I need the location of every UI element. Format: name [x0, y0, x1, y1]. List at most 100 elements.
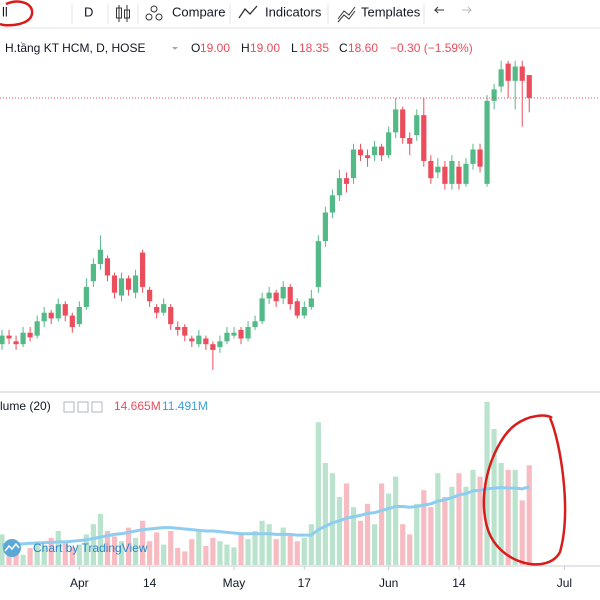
candle-body: [273, 292, 279, 302]
change-value: −0.30 (−1.59%): [390, 41, 473, 55]
volume-bar: [161, 544, 167, 565]
candle-body: [526, 75, 532, 98]
volume-bar: [505, 469, 511, 565]
candle-body: [154, 306, 160, 313]
candle-body: [315, 241, 321, 287]
volume-bar: [259, 520, 265, 565]
candle-body: [449, 160, 455, 184]
volume-bar: [210, 537, 216, 565]
candle-body: [435, 166, 441, 173]
candle-body: [118, 278, 125, 296]
candle-body: [294, 301, 300, 316]
volume-bar: [83, 534, 89, 565]
candle-body: [161, 304, 167, 313]
candle-body: [252, 321, 258, 328]
candle-body: [343, 178, 350, 184]
toolbar: [0, 0, 600, 28]
compare-button[interactable]: Compare: [172, 4, 225, 19]
indicators-icon: [238, 5, 258, 19]
x-tick-label: Jun: [379, 576, 398, 590]
volume-bar: [69, 547, 75, 565]
candle-body: [62, 304, 68, 316]
watermark-text: Chart by TradingView: [33, 541, 148, 555]
volume-bar: [34, 541, 40, 565]
volume-ma-legend-value: 11.491M: [162, 399, 208, 413]
volume-bar: [357, 520, 364, 565]
watermark[interactable]: Chart by TradingView: [3, 539, 148, 557]
candle-body: [231, 332, 237, 336]
ohlc-value: 19.00: [200, 41, 230, 55]
candle-body: [371, 146, 378, 156]
volume-bar: [350, 507, 357, 565]
volume-bar: [62, 543, 68, 565]
legend-buttons[interactable]: [63, 401, 103, 413]
volume-bar: [435, 473, 441, 565]
candle-body: [308, 298, 314, 307]
x-tick-label: Apr: [70, 576, 89, 590]
volume-bar: [400, 524, 406, 565]
volume-bar: [294, 541, 300, 565]
volume-bar: [421, 490, 427, 565]
volume-bar: [41, 545, 47, 565]
candle-body: [477, 149, 483, 167]
volume-bar: [132, 537, 139, 565]
ohlc-value: 19.00: [250, 41, 280, 55]
volume-bar: [140, 520, 146, 565]
volume-bar: [224, 544, 230, 565]
annotation-circle: [0, 0, 34, 27]
candle-body: [259, 298, 265, 322]
candle-body: [301, 306, 307, 316]
candle-body: [168, 306, 174, 325]
volume-legend-name: lume (20): [0, 399, 51, 413]
volume-bar: [343, 483, 350, 565]
volume-legend-value: 14.665M: [114, 399, 161, 413]
volume-bar: [301, 537, 307, 565]
symbol-button[interactable]: ll: [2, 4, 8, 19]
candle-body: [76, 306, 82, 325]
volume-bar: [0, 534, 5, 565]
candle-body: [90, 264, 96, 282]
candle-body: [196, 335, 202, 345]
volume-bar: [428, 507, 434, 565]
ohlc-value: 18.60: [348, 41, 378, 55]
x-tick-label: May: [223, 576, 246, 590]
candle-body: [147, 289, 153, 302]
candle-body: [414, 115, 420, 136]
volume-bar: [238, 534, 244, 565]
redo-button[interactable]: [462, 6, 473, 14]
candle-body: [111, 275, 118, 293]
templates-button[interactable]: Templates: [361, 4, 421, 19]
candle-body: [498, 69, 504, 87]
volume-bar: [189, 539, 195, 565]
candle-body: [322, 212, 328, 242]
candle-body: [20, 332, 26, 345]
volume-bar: [118, 541, 125, 565]
templates-icon: [337, 6, 356, 23]
indicators-button[interactable]: Indicators: [265, 4, 322, 19]
title-dropdown[interactable]: [172, 47, 178, 50]
volume-bar: [266, 524, 272, 565]
candle-body: [203, 338, 209, 345]
candle-body: [456, 166, 462, 184]
x-tick-label: 14: [143, 576, 157, 590]
candle-body: [245, 327, 251, 339]
candle-body: [132, 275, 139, 293]
volume-bar: [90, 524, 96, 565]
volume-bar: [175, 548, 181, 565]
volume-bar: [386, 493, 392, 565]
volume-bar: [512, 469, 518, 565]
volume-bar: [414, 503, 420, 565]
ohlc-label: L: [291, 41, 298, 55]
candle-body: [217, 341, 223, 348]
volume-bar: [252, 531, 258, 565]
candle-body: [189, 338, 195, 342]
interval-button[interactable]: D: [84, 4, 93, 19]
volume-bar: [48, 537, 54, 565]
volume-bar: [168, 531, 174, 565]
candle-body: [329, 195, 336, 213]
volume-bar: [463, 486, 469, 565]
ohlc-label: C: [339, 41, 348, 55]
undo-button[interactable]: [433, 6, 444, 14]
chart-style-button[interactable]: [116, 5, 130, 22]
candle-body: [505, 63, 511, 81]
